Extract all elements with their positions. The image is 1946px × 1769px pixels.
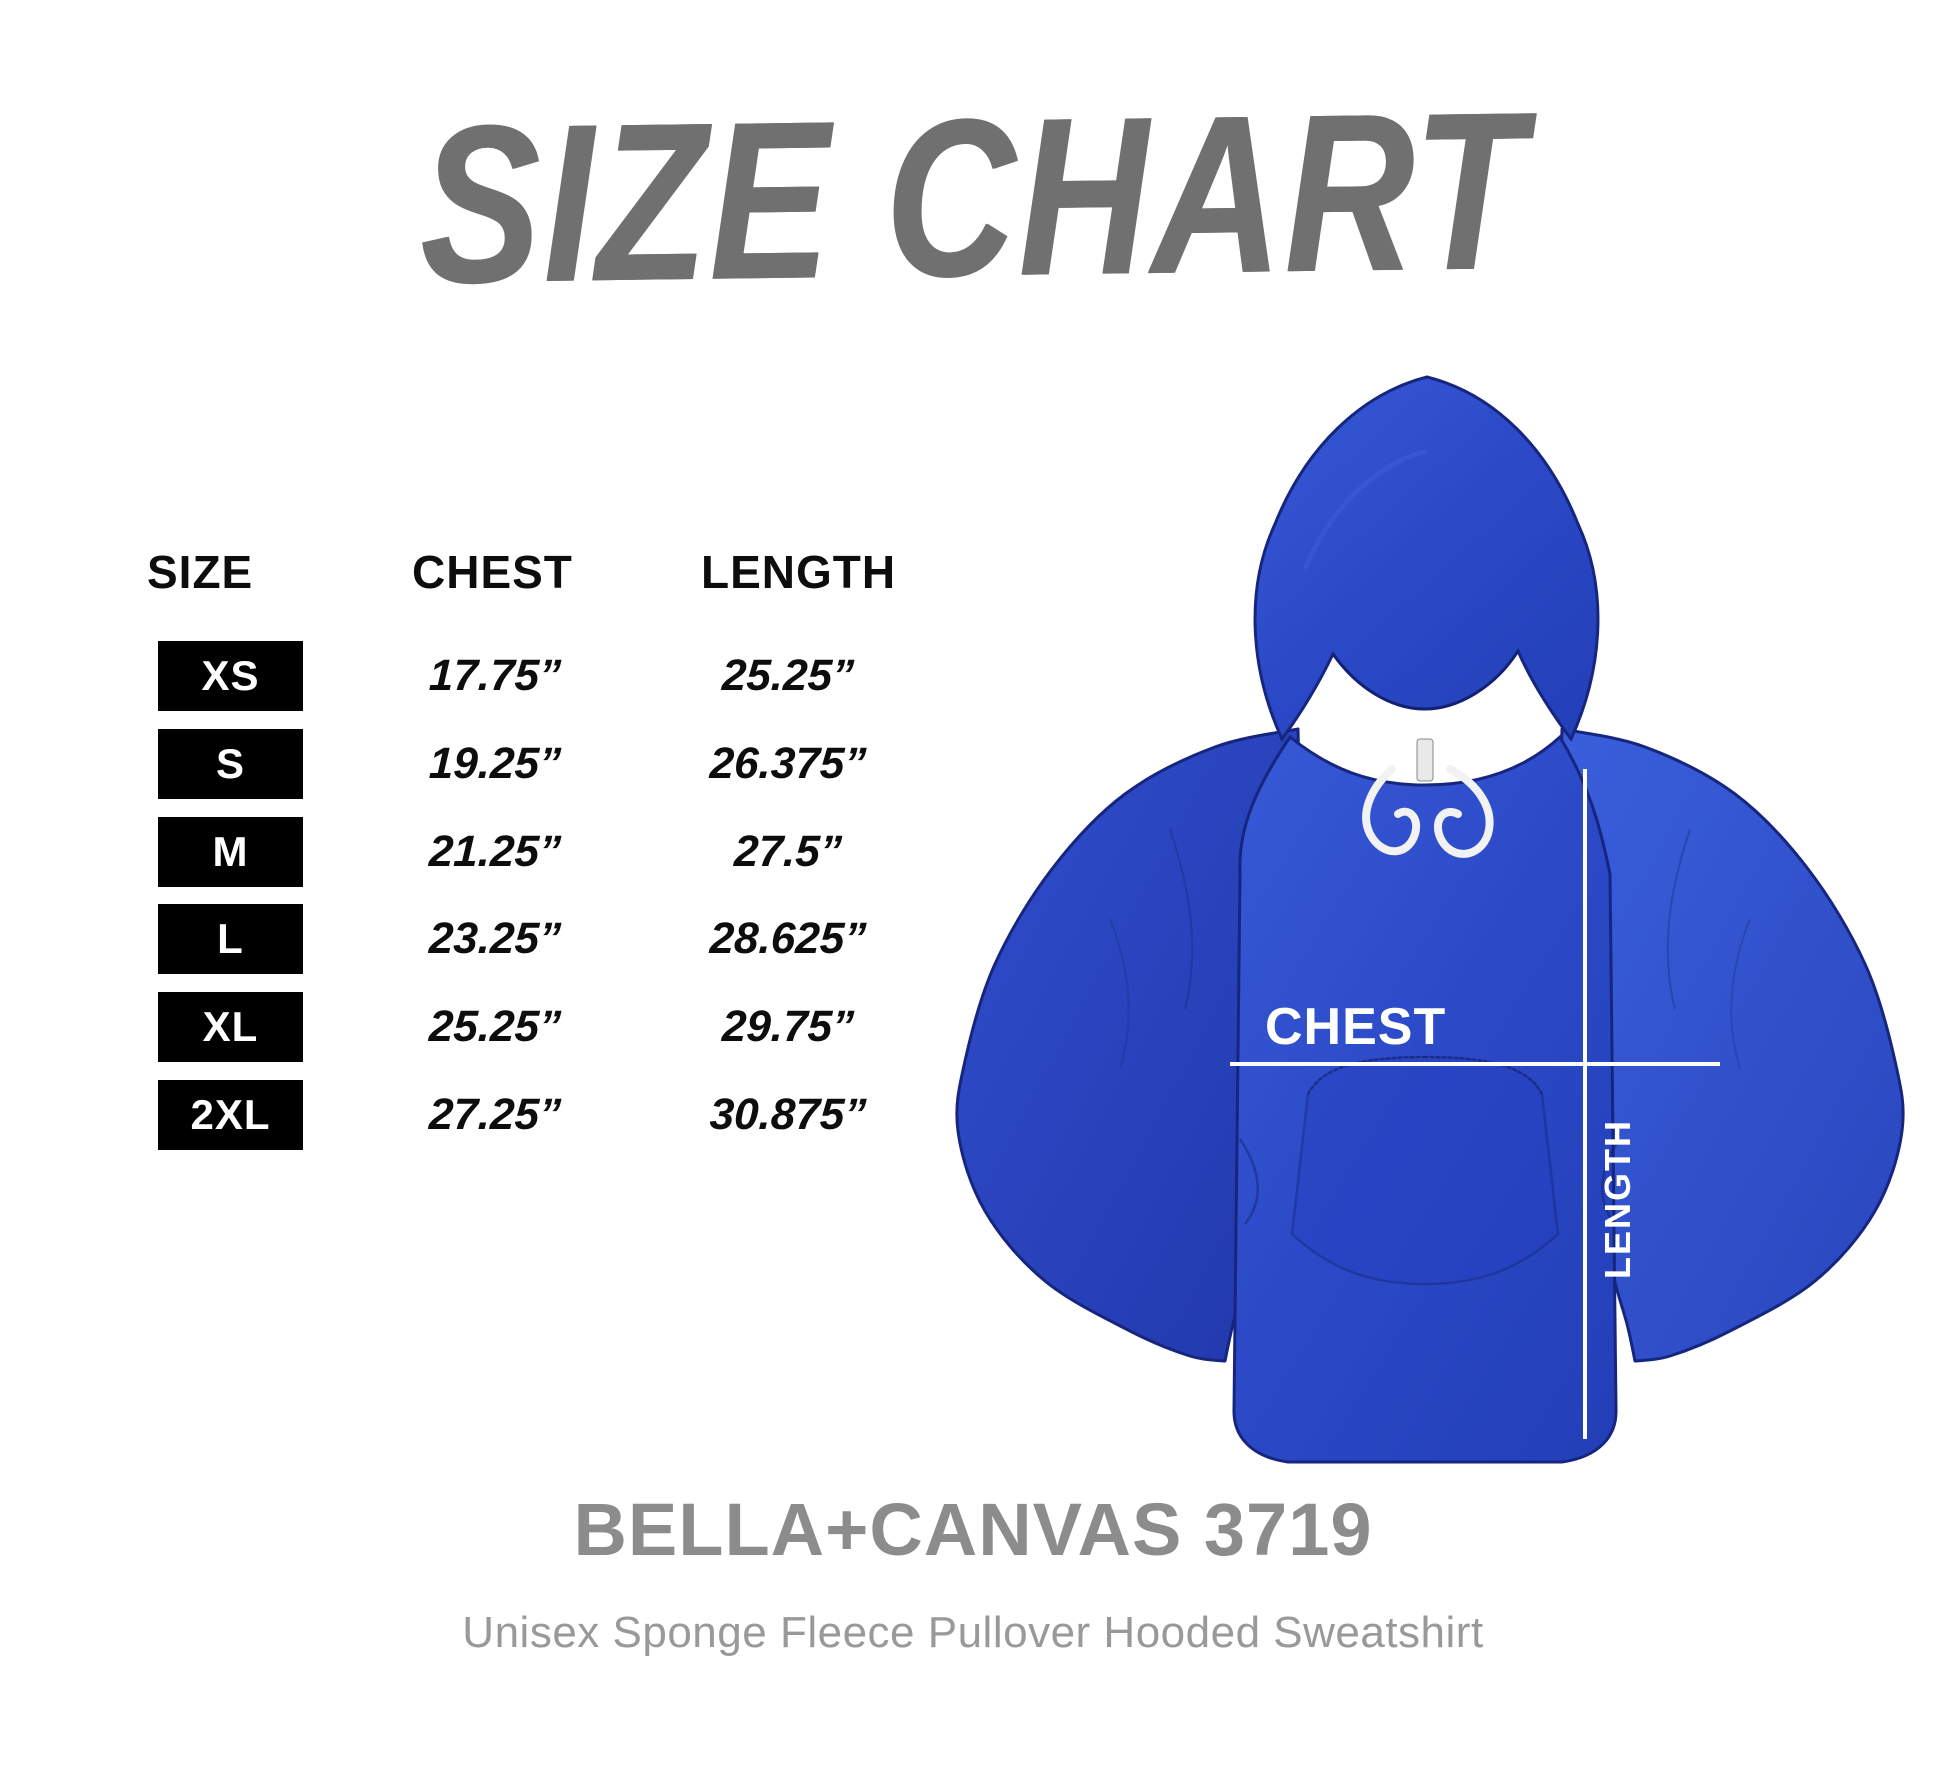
svg-text:CHEST: CHEST [1265,998,1446,1056]
svg-text:LENGTH: LENGTH [1597,1119,1638,1279]
